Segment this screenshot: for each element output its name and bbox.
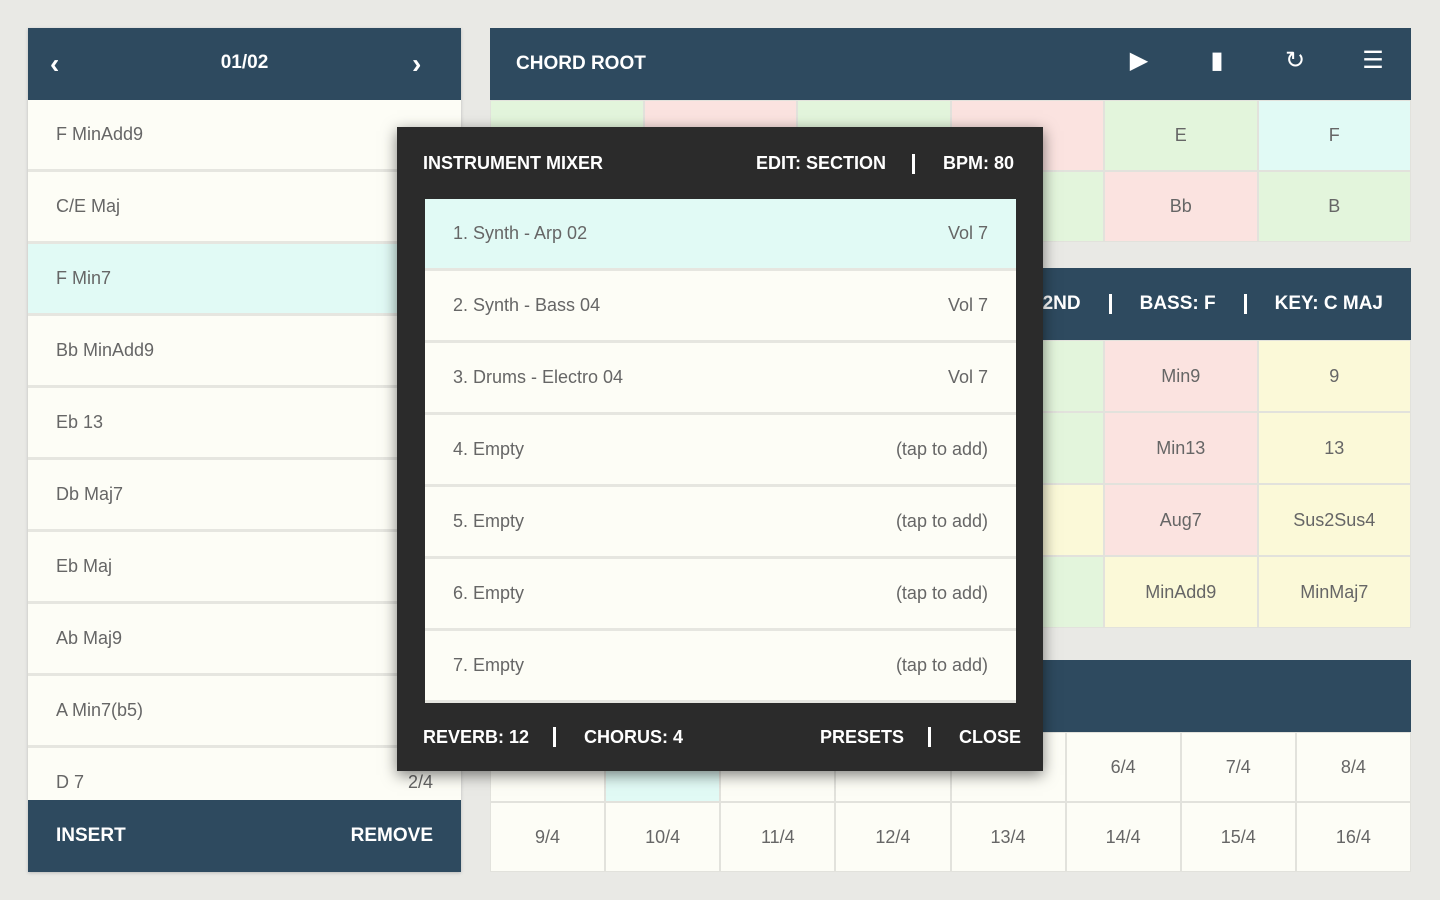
close-button[interactable]: CLOSE (959, 727, 1022, 747)
chord-label: Bb MinAdd9 (56, 340, 155, 360)
chord-item[interactable]: F MinAdd9 (28, 100, 461, 172)
chord-beats: 2/4 (407, 772, 433, 792)
track-row[interactable]: 3. Drums - Electro 04 Vol 7 (425, 343, 1016, 415)
track-row[interactable]: 1. Synth - Arp 02 Vol 7 (425, 199, 1016, 271)
chord-item[interactable]: A Min7(b5) (28, 676, 461, 748)
length-cell[interactable]: 8/4 (1295, 732, 1411, 802)
length-cell[interactable]: 15/4 (1180, 802, 1296, 872)
bpm[interactable]: BPM: 80 (943, 153, 1015, 173)
toolbar-icon[interactable]: ▶ (1129, 47, 1149, 74)
chord-root-cell[interactable]: B (1257, 171, 1411, 242)
chord-item[interactable]: Bb MinAdd9 (28, 316, 461, 388)
chord-label: F MinAdd9 (56, 124, 144, 144)
chord-item[interactable]: C/E Maj (28, 172, 461, 244)
chord-item[interactable]: Eb 13 (28, 388, 461, 460)
track-name: 3. Drums - Electro 04 (453, 367, 624, 387)
track-row[interactable]: 7. Empty (tap to add) (425, 631, 1016, 703)
chord-label: Eb 13 (56, 412, 104, 432)
track-volume: (tap to add) (895, 511, 988, 531)
edit-mode[interactable]: EDIT: SECTION (756, 153, 887, 173)
chord-type-cell[interactable]: Sus2Sus4 (1257, 484, 1411, 556)
chord-root-cell[interactable]: Bb (1104, 171, 1258, 242)
chord-item[interactable]: Eb Maj (28, 532, 461, 604)
reverb[interactable]: REVERB: 12 (423, 727, 530, 747)
separator (553, 727, 556, 747)
chord-type-info: : 2ND (1030, 293, 1081, 314)
length-cell[interactable]: 10/4 (605, 802, 721, 872)
length-cell[interactable]: 13/4 (950, 802, 1066, 872)
chord-root-cell[interactable]: F (1257, 100, 1411, 171)
length-cell[interactable]: 14/4 (1065, 802, 1181, 872)
chord-type-cell[interactable]: Min9 (1104, 340, 1258, 412)
track-volume: Vol 7 (947, 367, 988, 387)
toolbar-icon[interactable]: ↻ (1284, 47, 1306, 74)
chord-label: A Min7(b5) (56, 700, 144, 720)
chord-type-cell[interactable]: 9 (1257, 340, 1411, 412)
separator (1243, 294, 1247, 314)
length-cell[interactable]: 12/4 (835, 802, 951, 872)
track-name: 4. Empty (453, 439, 525, 459)
chord-type-cell[interactable]: Min13 (1104, 412, 1258, 484)
length-cell[interactable]: 9/4 (490, 802, 606, 872)
track-row[interactable]: 5. Empty (tap to add) (425, 487, 1016, 559)
chord-type-cell[interactable]: Aug7 (1104, 484, 1258, 556)
chord-type-info: KEY: C MAJ (1274, 293, 1383, 314)
chord-label: Ab Maj9 (56, 628, 123, 648)
track-volume: (tap to add) (895, 655, 988, 675)
chord-item[interactable]: Db Maj7 (28, 460, 461, 532)
sequence-footer: INSERT REMOVE (28, 800, 461, 872)
track-row[interactable]: 6. Empty (tap to add) (425, 559, 1016, 631)
chord-type-cell[interactable]: 13 (1257, 412, 1411, 484)
chord-type-cell[interactable]: MinMaj7 (1257, 556, 1411, 628)
track-row[interactable]: 2. Synth - Bass 04 Vol 7 (425, 271, 1016, 343)
chord-type-info: BASS: F (1139, 293, 1216, 314)
chord-root-header: CHORD ROOT (490, 28, 1411, 100)
action-button[interactable]: REMOVE (350, 825, 433, 846)
separator (1108, 294, 1112, 314)
dialog-title: INSTRUMENT MIXER (423, 153, 603, 173)
track-name: 7. Empty (453, 655, 525, 675)
separator (928, 727, 931, 747)
chord-root-cell[interactable]: E (1104, 100, 1258, 171)
track-volume: Vol 7 (947, 295, 988, 315)
toolbar-icon[interactable]: ▮ (1210, 47, 1224, 74)
track-row[interactable]: 4. Empty (tap to add) (425, 415, 1016, 487)
sequence-header: ‹ 01/02 › (28, 28, 461, 100)
track-name: 6. Empty (453, 583, 525, 603)
length-cell[interactable]: 11/4 (720, 802, 836, 872)
track-volume: (tap to add) (895, 439, 988, 459)
toolbar-icon[interactable]: ☰ (1362, 47, 1384, 74)
chorus[interactable]: CHORUS: 4 (584, 727, 684, 747)
track-volume: Vol 7 (947, 223, 988, 243)
length-cell[interactable]: 6/4 (1065, 732, 1181, 802)
length-cell[interactable]: 16/4 (1295, 802, 1411, 872)
chord-type-cell[interactable]: MinAdd9 (1104, 556, 1258, 628)
chord-label: Db Maj7 (56, 484, 124, 504)
chord-item[interactable]: Ab Maj9 (28, 604, 461, 676)
chord-label: Eb Maj (56, 556, 113, 576)
instrument-mixer-dialog: INSTRUMENT MIXER EDIT: SECTION BPM: 80 1. S… (397, 127, 1043, 771)
track-volume: (tap to add) (895, 583, 988, 603)
track-name: 5. Empty (453, 511, 525, 531)
prev-button[interactable]: ‹ (50, 48, 60, 79)
page-indicator: 01/02 (220, 52, 269, 73)
chord-label: D 7 (56, 772, 85, 792)
separator (912, 154, 915, 174)
sequence-panel: ‹ 01/02 › F MinAdd9 C/E Maj F Min7 Bb MinAdd9 E… (28, 28, 461, 872)
chord-label: C/E Maj (56, 196, 121, 216)
track-name: 2. Synth - Bass 04 (453, 295, 601, 315)
presets-button[interactable]: PRESETS (820, 727, 905, 747)
chord-item[interactable]: F Min7 (28, 244, 461, 316)
track-name: 1. Synth - Arp 02 (453, 223, 588, 243)
length-cell[interactable]: 7/4 (1180, 732, 1296, 802)
chord-label: F Min7 (56, 268, 112, 288)
action-button[interactable]: INSERT (56, 825, 126, 846)
next-button[interactable]: › (412, 48, 422, 79)
